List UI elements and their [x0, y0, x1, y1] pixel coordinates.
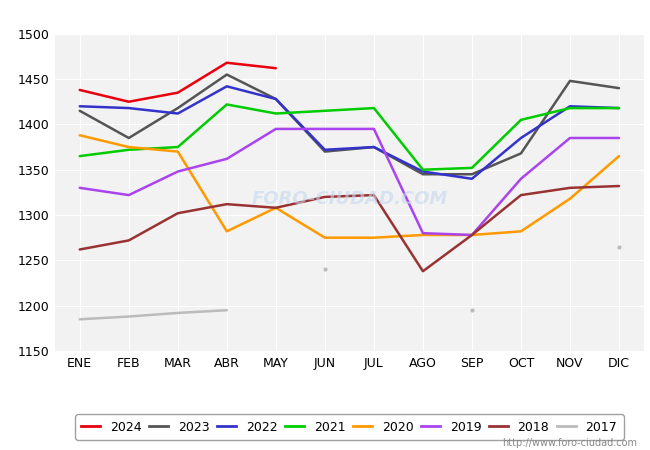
Text: http://www.foro-ciudad.com: http://www.foro-ciudad.com	[502, 438, 637, 448]
Text: Afiliados en Manzanares el Real a 31/5/2024: Afiliados en Manzanares el Real a 31/5/2…	[135, 7, 515, 22]
Legend: 2024, 2023, 2022, 2021, 2020, 2019, 2018, 2017: 2024, 2023, 2022, 2021, 2020, 2019, 2018…	[75, 414, 623, 440]
Text: FORO-CIUDAD.COM: FORO-CIUDAD.COM	[252, 190, 447, 208]
